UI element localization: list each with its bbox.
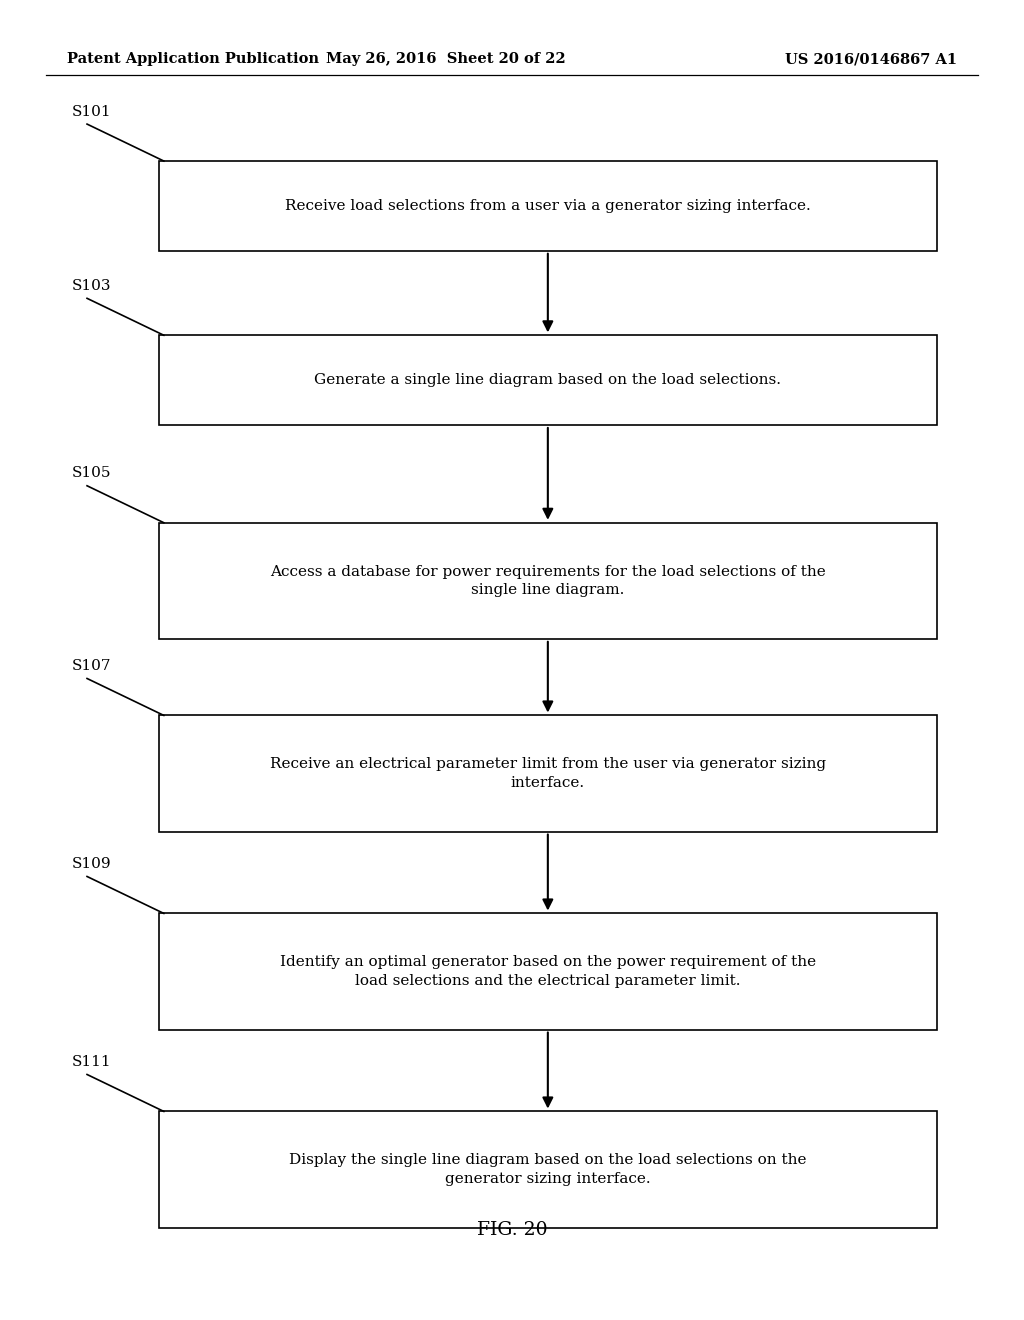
Bar	[159, 161, 937, 251]
Bar	[159, 523, 937, 639]
Text: Display the single line diagram based on the load selections on the
generator si: Display the single line diagram based on…	[289, 1154, 807, 1185]
Bar	[159, 715, 937, 832]
Bar	[159, 335, 937, 425]
Text: S105: S105	[72, 466, 112, 480]
Text: Identify an optimal generator based on the power requirement of the
load selecti: Identify an optimal generator based on t…	[280, 956, 816, 987]
Text: S103: S103	[72, 279, 112, 293]
Text: Receive an electrical parameter limit from the user via generator sizing
interfa: Receive an electrical parameter limit fr…	[269, 758, 826, 789]
Text: Patent Application Publication: Patent Application Publication	[67, 53, 318, 66]
Bar	[159, 1111, 937, 1228]
Bar	[159, 913, 937, 1030]
Text: Receive load selections from a user via a generator sizing interface.: Receive load selections from a user via …	[285, 199, 811, 213]
Text: May 26, 2016  Sheet 20 of 22: May 26, 2016 Sheet 20 of 22	[326, 53, 565, 66]
Text: Access a database for power requirements for the load selections of the
single l: Access a database for power requirements…	[270, 565, 825, 597]
Text: S101: S101	[72, 104, 112, 119]
Text: Generate a single line diagram based on the load selections.: Generate a single line diagram based on …	[314, 374, 781, 387]
Text: S111: S111	[72, 1055, 112, 1069]
Text: US 2016/0146867 A1: US 2016/0146867 A1	[785, 53, 957, 66]
Text: S107: S107	[72, 659, 112, 673]
Text: S109: S109	[72, 857, 112, 871]
Text: FIG. 20: FIG. 20	[477, 1221, 547, 1239]
